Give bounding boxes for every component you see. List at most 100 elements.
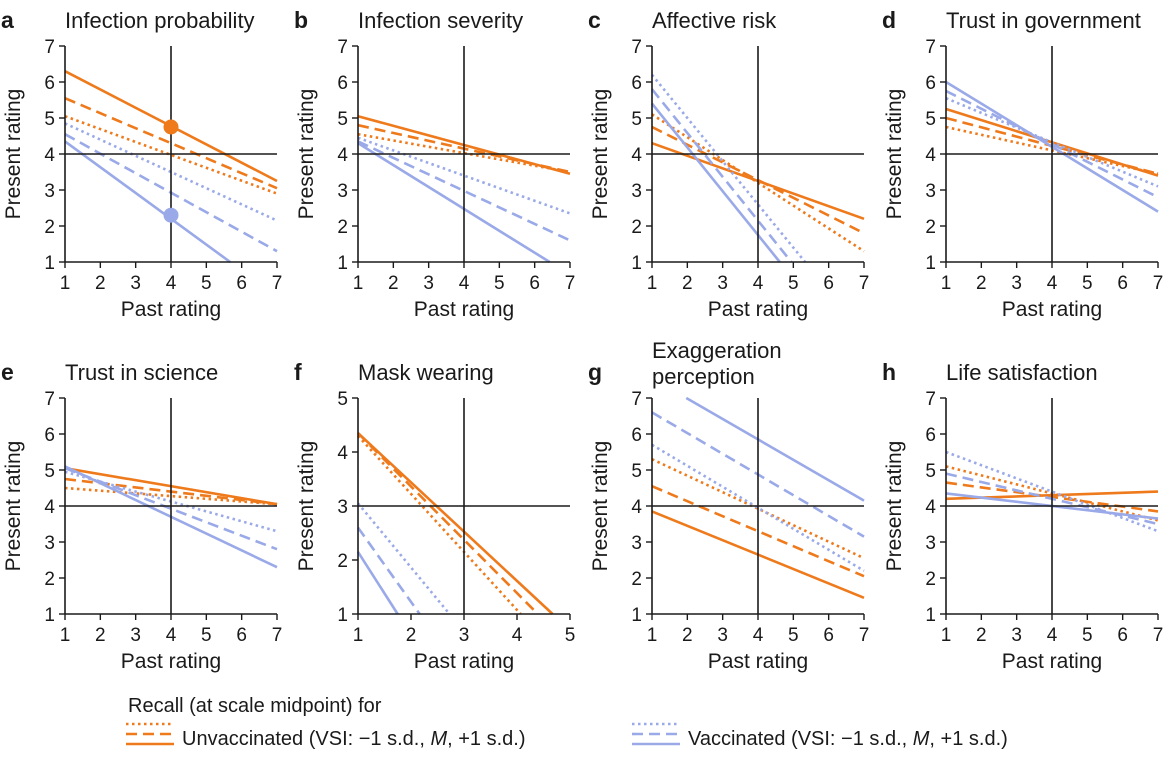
y-tick-label: 6 — [925, 73, 936, 94]
y-tick-label: 3 — [337, 181, 348, 202]
y-tick-label: 7 — [631, 389, 642, 410]
x-axis-label: Past rating — [414, 650, 514, 673]
x-tick-label: 4 — [1047, 625, 1058, 646]
x-axis-label: Past rating — [708, 650, 808, 673]
series-line-vaccinated-solid — [685, 397, 865, 502]
y-tick-label: 5 — [631, 109, 642, 130]
x-tick-label: 5 — [565, 625, 576, 646]
legend-label-unvaccinated: Unvaccinated (VSI: −1 s.d., M, +1 s.d.) — [182, 728, 526, 750]
x-tick-label: 1 — [353, 625, 364, 646]
x-tick-label: 3 — [717, 625, 728, 646]
series-line-vaccinated-dotted — [64, 122, 278, 222]
x-tick-label: 6 — [236, 625, 247, 646]
y-tick-label: 2 — [631, 217, 642, 238]
y-tick-label: 5 — [925, 461, 936, 482]
y-tick-label: 4 — [925, 145, 936, 166]
y-tick-label: 7 — [337, 37, 348, 58]
x-tick-label: 5 — [201, 625, 212, 646]
y-tick-label: 1 — [631, 253, 642, 274]
x-tick-label: 7 — [272, 273, 283, 294]
series-line-vaccinated-dashed — [64, 466, 278, 551]
x-tick-label: 5 — [788, 273, 799, 294]
x-tick-label: 5 — [201, 273, 212, 294]
legend-title: Recall (at scale midpoint) for — [128, 695, 382, 717]
series-line-unvaccinated-solid — [357, 432, 554, 615]
y-tick-label: 5 — [44, 461, 55, 482]
x-tick-label: 1 — [353, 273, 364, 294]
series-line-vaccinated-dotted — [357, 136, 571, 215]
marker-unvaccinated — [163, 119, 179, 135]
panel-h: h Life satisfaction 1 2 3 4 5 6 7 1 2 3 4 5 6 7 Past rat… — [882, 359, 1163, 673]
panel-letter: e — [1, 359, 14, 385]
x-tick-label: 2 — [682, 273, 693, 294]
y-tick-label: 2 — [337, 551, 348, 572]
x-tick-label: 5 — [1082, 273, 1093, 294]
series-line-vaccinated-dashed — [945, 89, 1159, 199]
x-tick-label: 4 — [753, 625, 764, 646]
x-tick-label: 3 — [459, 625, 470, 646]
x-tick-label: 6 — [529, 273, 540, 294]
y-tick-label: 6 — [44, 425, 55, 446]
x-tick-label: 1 — [60, 625, 71, 646]
panel-letter: c — [588, 7, 601, 33]
series-line-vaccinated-dashed — [357, 526, 421, 615]
series-line-vaccinated-dashed — [651, 88, 793, 263]
y-axis-label: Present rating — [2, 89, 25, 220]
panel-d: d Trust in government 1 2 3 4 5 6 7 1 2 3 4 5 6 7 Past r… — [882, 7, 1163, 321]
x-tick-label: 5 — [788, 625, 799, 646]
series-line-vaccinated-dotted — [651, 73, 807, 263]
y-tick-label: 6 — [44, 73, 55, 94]
y-tick-label: 2 — [44, 217, 55, 238]
y-tick-label: 6 — [337, 73, 348, 94]
y-tick-label: 3 — [44, 181, 55, 202]
panel-title: Life satisfaction — [946, 360, 1098, 385]
series-line-vaccinated-solid — [64, 140, 231, 263]
y-tick-label: 6 — [925, 425, 936, 446]
x-tick-label: 5 — [494, 273, 505, 294]
panel-e: e Trust in science 1 2 3 4 5 6 7 1 2 3 4 5 6 7 Past rati… — [1, 359, 282, 673]
x-axis-label: Past rating — [1002, 650, 1102, 673]
x-tick-label: 3 — [1011, 625, 1022, 646]
series-line-vaccinated-dotted — [945, 450, 1159, 533]
y-axis-label: Present rating — [589, 441, 612, 572]
series-line-vaccinated-dotted — [651, 443, 865, 572]
panel-letter: b — [294, 7, 308, 33]
panel-letter: f — [294, 359, 302, 385]
y-axis-label: Present rating — [589, 89, 612, 220]
x-axis-label: Past rating — [121, 650, 221, 673]
series-line-vaccinated-solid — [357, 142, 551, 263]
y-tick-label: 3 — [631, 181, 642, 202]
y-tick-label: 2 — [925, 217, 936, 238]
x-tick-label: 4 — [512, 625, 523, 646]
series-line-unvaccinated-dashed — [651, 125, 865, 235]
x-tick-label: 2 — [406, 625, 417, 646]
panel-f: f Mask wearing 1 2 3 4 5 1 2 3 4 5 Past rating Presen… — [294, 359, 575, 673]
y-tick-label: 1 — [925, 253, 936, 274]
series-line-unvaccinated-dotted — [357, 434, 522, 615]
panel-a: a Infection probability 1 2 3 4 5 6 7 1 2 3 4 5 6 7 Past… — [1, 7, 282, 321]
y-tick-label: 7 — [44, 389, 55, 410]
y-tick-label: 7 — [925, 389, 936, 410]
panel-title: Infection probability — [65, 8, 255, 33]
x-tick-label: 2 — [95, 625, 106, 646]
y-tick-label: 6 — [631, 425, 642, 446]
y-tick-label: 6 — [631, 73, 642, 94]
y-tick-label: 1 — [631, 605, 642, 626]
x-tick-label: 3 — [423, 273, 434, 294]
x-tick-label: 2 — [682, 625, 693, 646]
y-tick-label: 4 — [337, 443, 348, 464]
y-tick-label: 7 — [631, 37, 642, 58]
x-axis-label: Past rating — [121, 298, 221, 321]
x-tick-label: 4 — [166, 273, 177, 294]
x-tick-label: 3 — [130, 625, 141, 646]
x-tick-label: 5 — [1082, 625, 1093, 646]
y-tick-label: 5 — [925, 109, 936, 130]
x-tick-label: 1 — [941, 273, 952, 294]
x-tick-label: 3 — [1011, 273, 1022, 294]
series-line-unvaccinated-dotted — [64, 114, 278, 195]
panel-title: Infection severity — [358, 8, 523, 33]
y-tick-label: 5 — [44, 109, 55, 130]
panel-title: Exaggeration — [652, 338, 782, 363]
y-tick-label: 2 — [44, 569, 55, 590]
